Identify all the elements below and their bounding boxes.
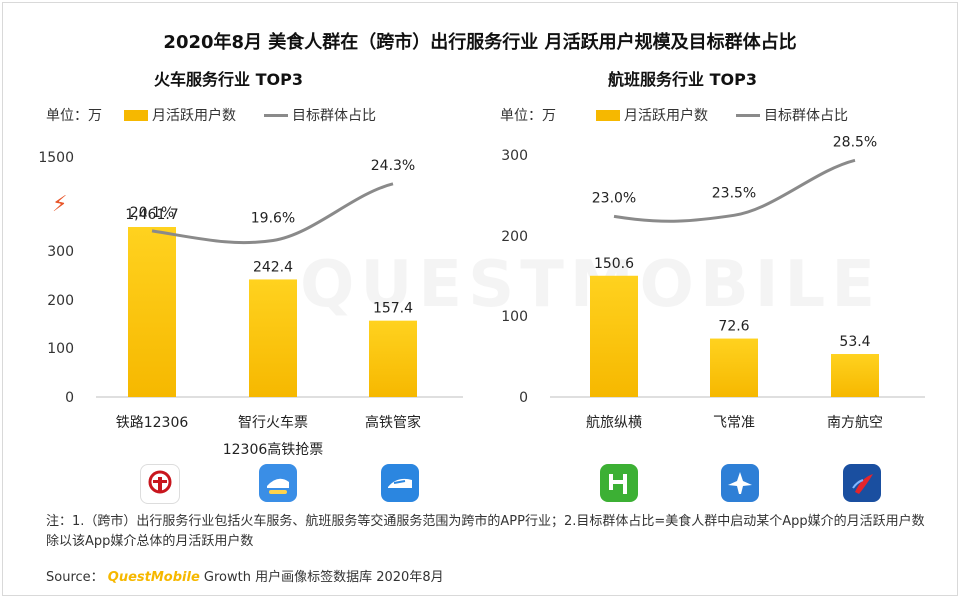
line-series <box>151 182 394 245</box>
bar <box>710 338 758 397</box>
legend-bar-swatch <box>596 109 620 121</box>
legend-line-label: 目标群体占比 <box>764 108 848 124</box>
legend-line-swatch <box>264 113 288 117</box>
x-tick-label: 高铁管家 <box>365 414 421 431</box>
watermark: QUESTMOBILE <box>300 248 881 322</box>
legend-bar-label: 月活跃用户数 <box>624 108 708 124</box>
legend-bar-swatch <box>124 109 148 121</box>
y-tick-label: 100 <box>501 309 528 325</box>
source-prefix: Source： <box>46 570 104 585</box>
y-tick-label: 0 <box>519 390 528 406</box>
line-value-label: 19.6% <box>251 210 295 226</box>
y-tick-label: 200 <box>47 293 74 309</box>
line-value-label: 23.0% <box>592 190 636 206</box>
y-tick-label: 0 <box>65 390 74 406</box>
y-tick-label: 200 <box>501 229 528 245</box>
railway-12306-icon <box>140 464 180 504</box>
x-tick-label: 航旅纵横 <box>586 415 642 431</box>
y-tick-label: 300 <box>47 244 74 260</box>
x-tick-label: 南方航空 <box>827 415 883 431</box>
source-brand: QuestMobile <box>107 570 200 585</box>
bar-value-label: 72.6 <box>718 319 749 335</box>
left-unit-label: 单位：万 <box>46 108 102 124</box>
y-tick-label: 100 <box>47 341 74 357</box>
bar-value-label: 150.6 <box>594 256 634 272</box>
gaotie-guanjia-icon <box>381 464 419 502</box>
main-title: 2020年8月 美食人群在（跨市）出行服务行业 月活跃用户规模及目标群体占比 <box>163 32 797 53</box>
x-tick-label: 铁路12306 <box>116 415 189 431</box>
bar <box>128 227 176 397</box>
legend-line-swatch <box>736 113 760 117</box>
left-chart-title: 火车服务行业 TOP3 <box>154 70 303 89</box>
line-value-label: 23.5% <box>712 185 756 201</box>
legend-line-label: 目标群体占比 <box>292 108 376 124</box>
y-tick-label: 300 <box>501 148 528 164</box>
x-tick-label: 飞常准 <box>713 415 755 431</box>
bar-value-label: 1,461.7 <box>125 207 178 223</box>
feichangzhun-icon <box>721 464 759 502</box>
line-value-label: 28.5% <box>833 134 877 150</box>
right-unit-label: 单位：万 <box>500 108 556 124</box>
bar <box>590 275 638 397</box>
y-tick-label: 1500 <box>38 150 74 166</box>
line-value-label: 20.1% <box>130 205 174 221</box>
line-value-label: 24.3% <box>371 158 415 174</box>
footnote: 注：1.（跨市）出行服务行业包括火车服务、航班服务等交通服务范围为跨市的APP行… <box>46 514 925 549</box>
bar <box>369 320 417 397</box>
line-series <box>613 158 856 223</box>
hanglv-zongheng-icon <box>600 464 638 502</box>
x-tick-label: 智行火车票 <box>238 414 308 431</box>
bar-value-label: 157.4 <box>373 301 413 317</box>
bar <box>831 354 879 397</box>
source-suffix: Growth 用户画像标签数据库 2020年8月 <box>203 570 444 585</box>
bar <box>249 279 297 397</box>
legend-bar-label: 月活跃用户数 <box>152 108 236 124</box>
china-southern-icon <box>843 464 881 502</box>
left-legend: 月活跃用户数 目标群体占比 <box>124 105 376 125</box>
right-chart-title: 航班服务行业 TOP3 <box>608 70 757 89</box>
axis-break-icon: ⚡ <box>52 192 68 217</box>
source-line: Source： QuestMobile Growth 用户画像标签数据库 202… <box>46 566 444 585</box>
right-legend: 月活跃用户数 目标群体占比 <box>596 105 848 125</box>
bar-value-label: 53.4 <box>839 334 870 350</box>
bar-value-label: 242.4 <box>253 259 293 275</box>
zhixing-icon <box>259 464 297 502</box>
x-tick-sublabel: 12306高铁抢票 <box>223 441 324 458</box>
